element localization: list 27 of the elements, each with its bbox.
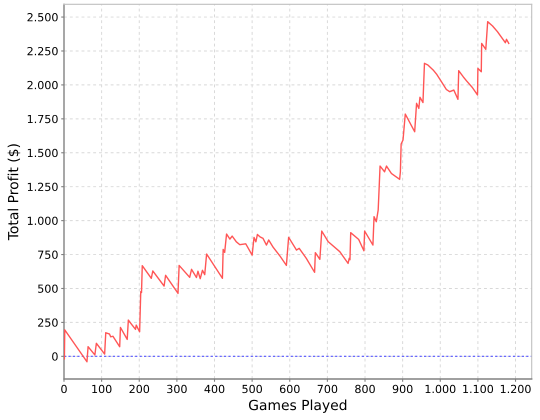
x-tick-label: 200 — [129, 384, 150, 394]
x-tick-label: 900 — [392, 384, 413, 394]
x-tick-label: 1.200 — [500, 384, 531, 394]
line-series — [64, 20, 510, 362]
x-tick-label: 700 — [318, 384, 338, 394]
y-tick-label: 1.250 — [28, 182, 58, 192]
x-tick-label: 800 — [355, 384, 375, 394]
x-tick-label: 1.100 — [463, 384, 494, 394]
x-tick-label: 600 — [280, 384, 300, 394]
y-tick-label: 500 — [38, 284, 58, 293]
x-tick-label: 0 — [61, 384, 67, 394]
y-tick-label: 0 — [52, 352, 58, 361]
y-tick-label: 1.750 — [28, 114, 58, 124]
x-tick-label: 400 — [204, 384, 224, 394]
x-tick-label: 500 — [242, 384, 262, 394]
y-tick-label: 2.000 — [27, 80, 58, 90]
y-tick-label: 1.500 — [28, 148, 58, 158]
y-tick-label: 250 — [38, 318, 58, 327]
y-axis-title: Total Profit ($) — [8, 144, 20, 240]
x-tick-label: 100 — [92, 384, 112, 394]
x-axis-title: Games Played — [248, 399, 346, 413]
y-tick-label: 2.250 — [27, 46, 58, 56]
x-tick-label: 300 — [167, 384, 187, 394]
y-tick-label: 2.500 — [27, 13, 58, 22]
y-tick-label: 1.000 — [28, 216, 58, 226]
x-tick-label: 1.000 — [426, 384, 456, 394]
y-tick-label: 750 — [38, 250, 58, 259]
